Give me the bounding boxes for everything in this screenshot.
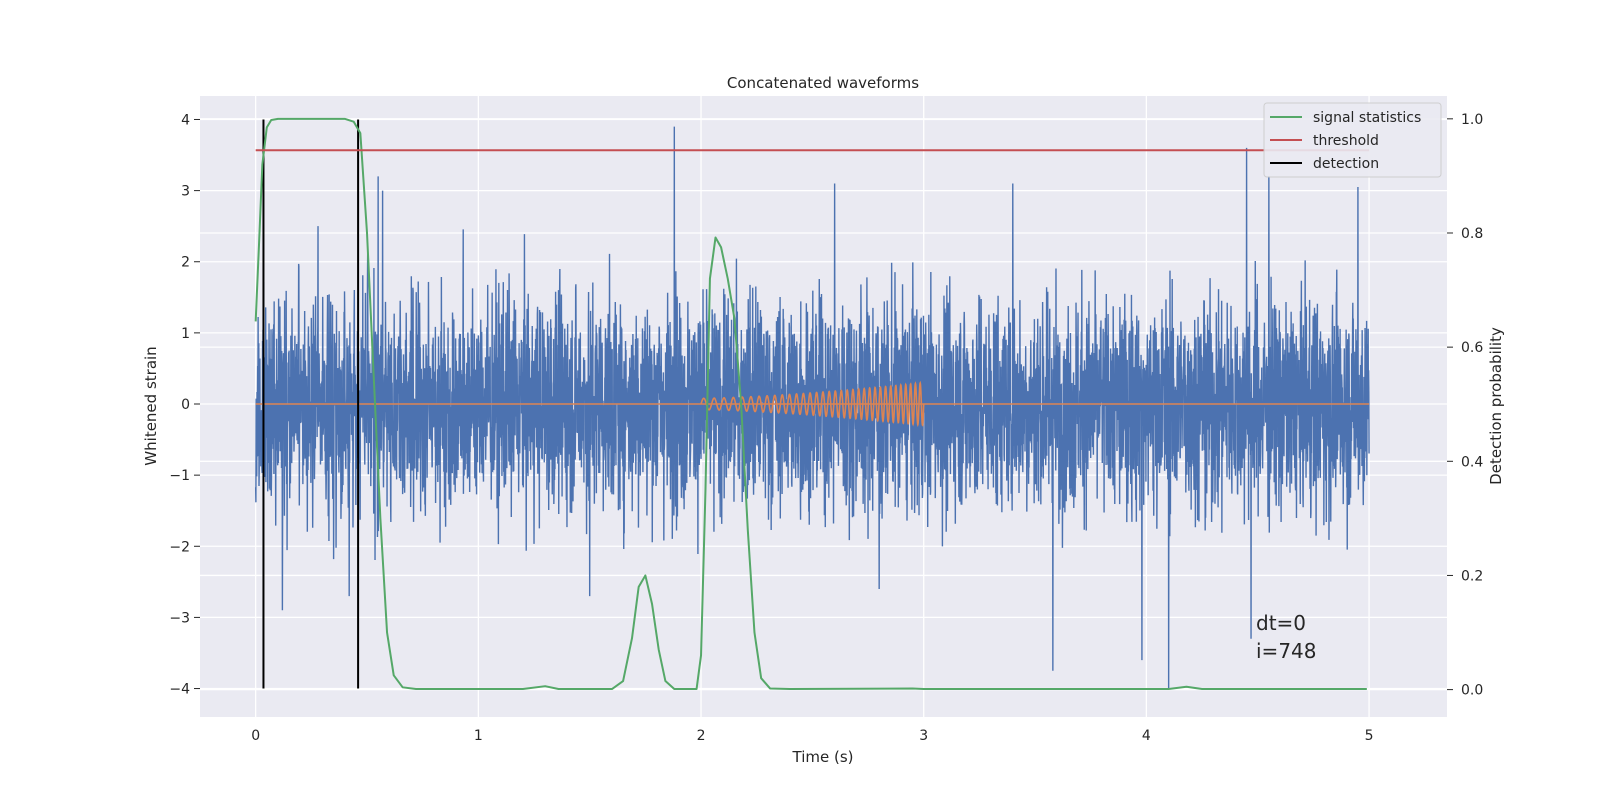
legend-label-detection: detection bbox=[1313, 156, 1379, 172]
legend-label-signal-statistics: signal statistics bbox=[1313, 110, 1421, 126]
annotation-i: i=748 bbox=[1256, 639, 1317, 663]
x-axis-ticks: 0 1 2 3 4 5 bbox=[251, 728, 1373, 744]
waveform-chirp bbox=[700, 380, 925, 428]
y-tick-label: −1 bbox=[169, 468, 190, 484]
x-axis-title: Time (s) bbox=[792, 748, 854, 766]
legend-frame bbox=[1263, 102, 1442, 178]
y-tick-label: 2 bbox=[181, 255, 190, 271]
y-tick-label: 0 bbox=[181, 397, 190, 413]
x-tick-label: 5 bbox=[1365, 728, 1374, 744]
y-tick-label: 3 bbox=[181, 184, 190, 200]
x-tick-label: 1 bbox=[474, 728, 483, 744]
y2-tick-label: 0.2 bbox=[1461, 568, 1483, 584]
legend-label-threshold: threshold bbox=[1313, 133, 1379, 149]
y2-axis-title: Detection probability bbox=[1487, 327, 1505, 485]
y2-tick-label: 0.6 bbox=[1461, 340, 1483, 356]
y-axis-title: Whitened strain bbox=[142, 346, 160, 465]
y-tick-label: −4 bbox=[169, 682, 190, 698]
x-tick-label: 2 bbox=[697, 728, 706, 744]
x-tick-label: 3 bbox=[919, 728, 928, 744]
y2-tick-label: 0.4 bbox=[1461, 454, 1483, 470]
x-tick-label: 4 bbox=[1142, 728, 1151, 744]
y2-tick-label: 1.0 bbox=[1461, 112, 1483, 128]
strain-series-line bbox=[254, 126, 1370, 689]
y-axis-ticks: −4 −3 −2 −1 0 1 2 3 4 bbox=[169, 112, 200, 698]
y2-axis-ticks: 0.0 0.2 0.4 0.6 0.8 1.0 bbox=[1447, 112, 1483, 699]
y-tick-label: 4 bbox=[181, 112, 190, 128]
y2-tick-label: 0.0 bbox=[1461, 683, 1483, 699]
series-layer bbox=[254, 117, 1370, 691]
legend: signal statistics threshold detection bbox=[1263, 102, 1442, 178]
signal-statistics-line bbox=[254, 117, 1367, 691]
y-tick-label: −3 bbox=[169, 610, 190, 626]
y-tick-label: −2 bbox=[169, 539, 190, 555]
x-tick-label: 0 bbox=[251, 728, 260, 744]
chart-title: Concatenated waveforms bbox=[727, 74, 919, 92]
annotation-dt: dt=0 bbox=[1256, 611, 1306, 635]
y2-tick-label: 0.8 bbox=[1461, 226, 1483, 242]
y-tick-label: 1 bbox=[181, 326, 190, 342]
